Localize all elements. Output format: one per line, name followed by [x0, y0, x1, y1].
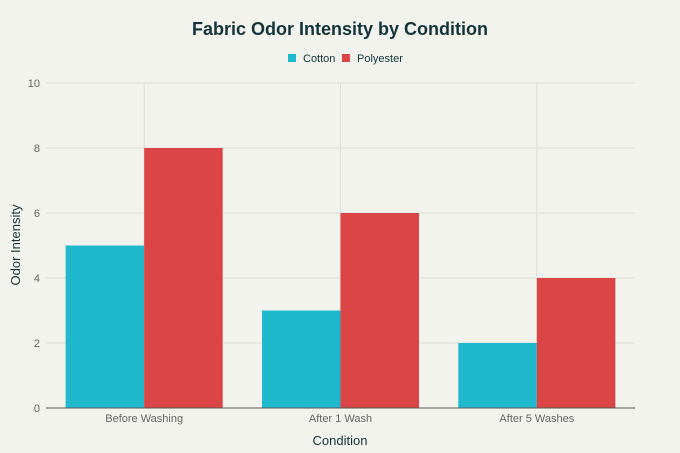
y-tick-label: 4	[34, 273, 40, 285]
bar-cotton-2	[261, 310, 341, 408]
bars	[65, 148, 616, 408]
y-tick-label: 8	[34, 143, 40, 155]
bar-polyester-1	[144, 148, 223, 408]
x-tick-label: After 1 Wash	[309, 413, 372, 425]
bar-cotton-1	[65, 245, 145, 408]
x-tick-label: Before Washing	[105, 413, 183, 425]
y-axis-label: Odor Intensity	[8, 204, 23, 285]
y-tick-label: 2	[34, 338, 40, 350]
y-tick-label: 10	[28, 78, 40, 90]
x-tick-label: After 5 Washes	[499, 413, 574, 425]
bar-polyester-3	[536, 278, 616, 408]
legend: Cotton Polyester	[288, 53, 403, 65]
legend-swatch-polyester	[342, 54, 350, 62]
legend-label-polyester: Polyester	[357, 53, 403, 65]
y-tick-label: 6	[34, 208, 40, 220]
legend-label-cotton: Cotton	[303, 53, 335, 65]
y-tick-label: 0	[34, 403, 40, 415]
legend-swatch-cotton	[288, 54, 296, 62]
axes: 0 2 4 6 8 10 Before Washing After 1 Wash After 5…	[28, 78, 635, 425]
bar-cotton-3	[458, 343, 537, 408]
chart-title: Fabric Odor Intensity by Condition	[192, 19, 488, 39]
bar-polyester-2	[340, 213, 420, 408]
x-axis-label: Condition	[313, 433, 368, 448]
